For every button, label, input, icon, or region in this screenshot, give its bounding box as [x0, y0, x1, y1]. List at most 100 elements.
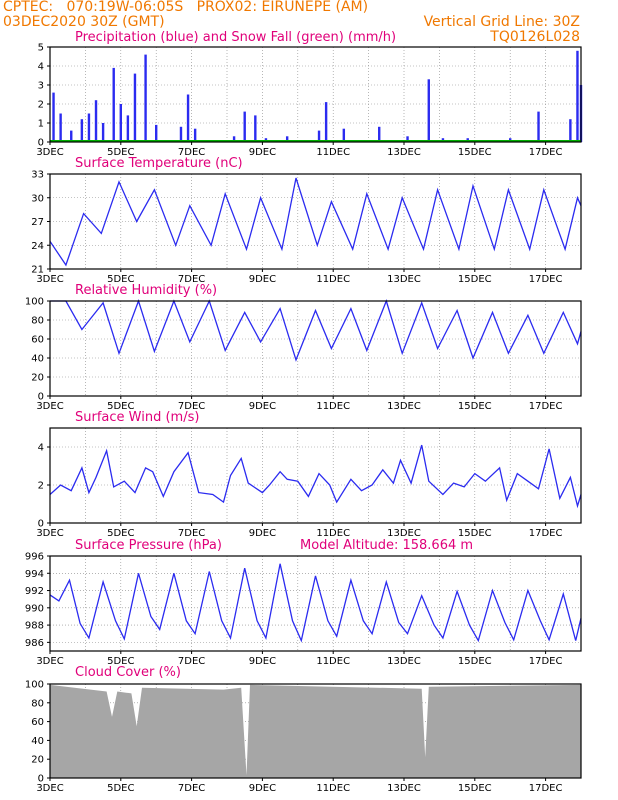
- precip-bar: [569, 119, 572, 142]
- panel-frame: [49, 46, 582, 143]
- panel-frame: [49, 555, 582, 652]
- panel-frame: [49, 300, 582, 397]
- y-tick-label: 60: [31, 335, 44, 346]
- y-tick-label: 1: [38, 119, 44, 130]
- precip-bar: [427, 79, 430, 142]
- precip-bar: [80, 119, 84, 142]
- x-tick-label: 13DEC: [387, 274, 421, 285]
- precip-bar: [406, 136, 409, 142]
- x-tick-label: 15DEC: [458, 528, 492, 539]
- cloud-area: [50, 684, 581, 778]
- x-tick-label: 3DEC: [36, 528, 63, 539]
- x-tick-label: 13DEC: [387, 656, 421, 667]
- panel-frame: [49, 683, 582, 779]
- y-tick-label: 100: [25, 297, 44, 308]
- precip-bar: [126, 115, 130, 142]
- precip-bar: [186, 94, 190, 142]
- precip-bar: [342, 128, 346, 142]
- precip-bar: [243, 111, 246, 142]
- x-tick-label: 17DEC: [529, 401, 563, 412]
- y-tick-label: 988: [25, 621, 44, 632]
- rh-title: Relative Humidity (%): [75, 283, 218, 298]
- precip-bar: [285, 136, 289, 142]
- x-tick-label: 5DEC: [107, 656, 134, 667]
- precip-bar: [70, 130, 73, 142]
- header-datetime: 03DEC2020 30Z (GMT): [3, 14, 165, 30]
- header-station: CPTEC: 070:19W-06:05S PROX02: EIRUNEPE (…: [3, 0, 369, 15]
- x-tick-label: 17DEC: [529, 274, 563, 285]
- x-tick-label: 15DEC: [458, 147, 492, 158]
- series-line: [50, 299, 582, 362]
- x-tick-label: 5DEC: [107, 147, 134, 158]
- pres-altitude: Model Altitude: 158.664 m: [300, 538, 474, 553]
- y-tick-label: 0: [38, 519, 44, 530]
- precip-title: Precipitation (blue) and Snow Fall (gree…: [75, 30, 397, 45]
- series-line: [49, 563, 582, 643]
- pres-title: Surface Pressure (hPa): [75, 538, 222, 553]
- x-tick-label: 5DEC: [107, 401, 134, 412]
- precip-bar: [232, 136, 236, 142]
- precip-bar: [179, 126, 183, 142]
- y-tick-label: 40: [31, 354, 44, 365]
- y-tick-label: 4: [38, 62, 44, 73]
- x-tick-label: 9DEC: [249, 528, 276, 539]
- y-tick-label: 0: [38, 138, 44, 149]
- x-tick-label: 11DEC: [316, 274, 350, 285]
- precip-bar: [537, 111, 540, 142]
- x-tick-label: 9DEC: [249, 783, 276, 794]
- precip-bar: [87, 113, 91, 142]
- x-tick-label: 15DEC: [458, 783, 492, 794]
- x-tick-label: 7DEC: [178, 528, 205, 539]
- precip-bar: [144, 54, 147, 142]
- precip-bar: [576, 50, 579, 142]
- y-tick-label: 24: [31, 241, 44, 252]
- x-tick-label: 11DEC: [316, 528, 350, 539]
- series-line: [49, 177, 582, 267]
- x-tick-label: 7DEC: [178, 401, 205, 412]
- y-tick-label: 3: [38, 81, 44, 92]
- x-tick-label: 17DEC: [529, 783, 563, 794]
- precip-bar: [378, 126, 381, 142]
- x-tick-label: 7DEC: [178, 656, 205, 667]
- header-model-code: TQ0126L028: [490, 29, 580, 45]
- y-tick-label: 20: [31, 755, 44, 766]
- x-tick-label: 11DEC: [316, 656, 350, 667]
- x-tick-label: 3DEC: [36, 783, 63, 794]
- header-grid-note: Vertical Grid Line: 30Z: [423, 14, 580, 30]
- cloud-title: Cloud Cover (%): [75, 665, 181, 680]
- precip-bar: [112, 67, 115, 142]
- x-tick-label: 11DEC: [316, 401, 350, 412]
- y-tick-label: 40: [31, 736, 44, 747]
- y-tick-label: 994: [25, 569, 44, 580]
- precip-bar: [133, 73, 137, 142]
- x-tick-label: 17DEC: [529, 656, 563, 667]
- precip-bar: [193, 128, 197, 142]
- y-tick-label: 992: [25, 586, 44, 597]
- y-tick-label: 996: [25, 552, 44, 563]
- x-tick-label: 3DEC: [36, 656, 63, 667]
- y-tick-label: 2: [38, 481, 44, 492]
- y-tick-label: 2: [38, 100, 44, 111]
- precip-bar: [324, 102, 328, 142]
- y-tick-label: 80: [31, 698, 44, 709]
- y-tick-label: 21: [31, 265, 44, 276]
- x-tick-label: 9DEC: [249, 401, 276, 412]
- x-tick-label: 3DEC: [36, 147, 63, 158]
- precip-bar: [101, 123, 105, 142]
- y-tick-label: 0: [38, 392, 44, 403]
- precip-bar: [317, 130, 321, 142]
- temp-title: Surface Temperature (nC): [75, 156, 243, 171]
- x-tick-label: 13DEC: [387, 147, 421, 158]
- x-tick-label: 11DEC: [316, 783, 350, 794]
- y-tick-label: 0: [38, 774, 44, 785]
- x-tick-label: 5DEC: [107, 783, 134, 794]
- x-tick-label: 11DEC: [316, 147, 350, 158]
- y-tick-label: 100: [25, 680, 44, 691]
- x-tick-label: 3DEC: [36, 274, 63, 285]
- x-tick-label: 15DEC: [458, 401, 492, 412]
- x-tick-label: 7DEC: [178, 274, 205, 285]
- panel-frame: [49, 427, 582, 524]
- y-tick-label: 60: [31, 717, 44, 728]
- x-tick-label: 7DEC: [178, 783, 205, 794]
